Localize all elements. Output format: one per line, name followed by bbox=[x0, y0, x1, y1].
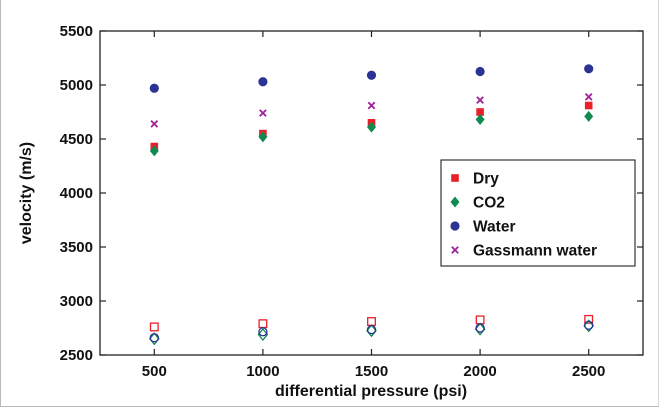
x-tick-label: 2500 bbox=[572, 363, 605, 380]
point-water-lower-500 bbox=[149, 333, 159, 343]
point-co2-lower-500 bbox=[148, 332, 160, 346]
legend-label-water: Water bbox=[473, 219, 516, 236]
point-co2-upper-2500 bbox=[584, 110, 594, 122]
point-co2-upper-1500 bbox=[367, 121, 376, 133]
point-water-lower-2000 bbox=[475, 323, 485, 333]
point-gassmann-water-upper-1000 bbox=[259, 109, 267, 117]
legend-box bbox=[440, 159, 636, 267]
x-tick-label: 1000 bbox=[246, 363, 279, 380]
point-co2-lower-1500 bbox=[366, 324, 377, 338]
point-water-upper-2500 bbox=[584, 64, 594, 74]
data-points bbox=[148, 64, 595, 346]
point-water-lower-1000 bbox=[258, 327, 268, 337]
point-gassmann-water-upper-2500 bbox=[584, 93, 593, 101]
x-tick-label: 2000 bbox=[463, 363, 496, 380]
y-tick-label: 3500 bbox=[60, 239, 93, 256]
legend-marker-dry bbox=[451, 174, 459, 182]
axis-ticks: 500 1000 1500 2000 2500 2500 3000 3500 4000 4500 5… bbox=[60, 23, 643, 380]
point-water-upper-1500 bbox=[366, 70, 377, 80]
point-gassmann-water-upper-2000 bbox=[476, 96, 484, 104]
point-co2-lower-2000 bbox=[474, 322, 486, 336]
point-co2-lower-1000 bbox=[257, 327, 269, 342]
point-water-upper-1000 bbox=[258, 77, 268, 87]
point-co2-lower-2500 bbox=[583, 319, 595, 333]
x-axis-label: differential pressure (psi) bbox=[275, 383, 467, 400]
point-dry-upper-2500 bbox=[584, 101, 593, 110]
y-tick-label: 4000 bbox=[60, 185, 93, 202]
point-dry-lower-2500 bbox=[584, 314, 594, 324]
point-water-upper-500 bbox=[149, 83, 159, 93]
point-gassmann-water-upper-1500 bbox=[367, 101, 376, 110]
legend-marker-co2 bbox=[450, 196, 460, 208]
point-gassmann-water-upper-500 bbox=[150, 120, 159, 128]
point-water-lower-1500 bbox=[366, 324, 377, 335]
point-co2-upper-1000 bbox=[258, 131, 268, 143]
y-tick-label: 2500 bbox=[60, 347, 93, 364]
legend-label-dry: Dry bbox=[473, 171, 499, 188]
x-tick-label: 1500 bbox=[355, 363, 388, 380]
legend-label-gassmann-water: Gassmann water bbox=[473, 243, 597, 260]
y-tick-label: 5500 bbox=[60, 23, 93, 40]
legend: Dry CO2 Water Gassmann water bbox=[440, 159, 636, 267]
y-tick-label: 4500 bbox=[60, 131, 93, 148]
point-dry-lower-500 bbox=[149, 322, 159, 332]
legend-marker-water bbox=[450, 221, 460, 231]
point-dry-upper-2000 bbox=[476, 108, 484, 116]
point-co2-upper-2000 bbox=[475, 114, 485, 126]
point-co2-upper-500 bbox=[149, 145, 159, 157]
x-tick-label: 500 bbox=[142, 363, 167, 380]
point-water-lower-2500 bbox=[584, 320, 594, 330]
point-water-upper-2000 bbox=[475, 66, 485, 77]
y-tick-label: 5000 bbox=[60, 77, 93, 94]
legend-label-co2: CO2 bbox=[473, 195, 505, 212]
y-tick-label: 3000 bbox=[60, 293, 93, 310]
legend-marker-gassmann-water bbox=[451, 246, 459, 254]
y-axis-label: velocity (m/s) bbox=[18, 142, 35, 244]
